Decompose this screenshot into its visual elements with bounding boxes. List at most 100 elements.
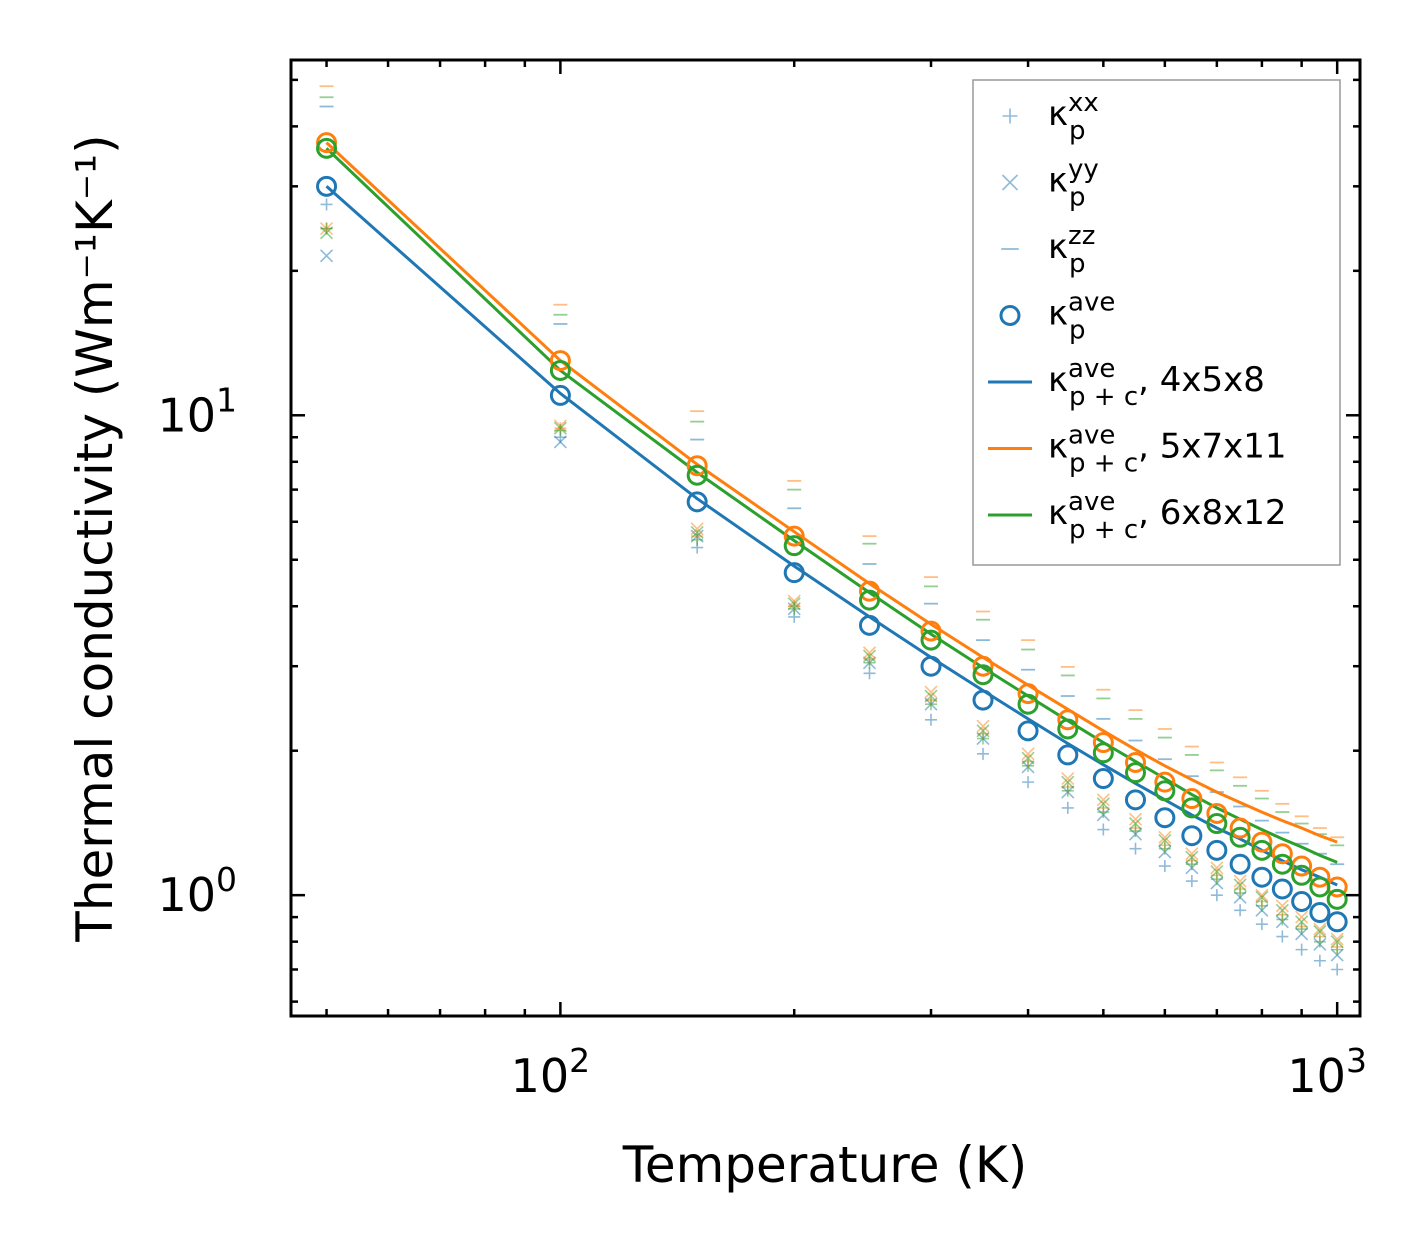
5x7x11-kp-ave-marker-100 (549, 350, 571, 372)
legend-label-line_458: κave p + c, 4x5x8 (1048, 354, 1265, 412)
5x7x11-kp-ave-marker-850 (1271, 843, 1293, 865)
4x5x8-kp-ave-marker-800 (1251, 866, 1273, 888)
6x8x12-kp_xx-marker-400 (1022, 759, 1035, 772)
x-tick-label-1000: 103 (1287, 1041, 1367, 1103)
4x5x8-kp-ave-marker-650 (1181, 825, 1203, 847)
y-tick-label-10: 101 (157, 380, 237, 442)
4x5x8-kp_xx-marker-1000 (1331, 963, 1344, 976)
5x7x11-kp_yy-marker-900 (1295, 910, 1309, 924)
5x7x11-kp_yy-marker-150 (690, 522, 704, 536)
5x7x11-kp-ave-marker-650 (1181, 788, 1203, 810)
5x7x11-kp-ave-marker-700 (1206, 802, 1228, 824)
6x8x12-kp_yy-marker-750 (1233, 878, 1247, 892)
4x5x8-kp-ave-marker-400 (1017, 720, 1039, 742)
6x8x12-kp-ave-marker-1000 (1326, 888, 1348, 910)
5x7x11-kp-ave-marker-350 (972, 655, 994, 677)
4x5x8-kp-ave-marker-850 (1271, 878, 1293, 900)
legend-marker-yy (1001, 174, 1019, 191)
6x8x12-kp-ave-marker-700 (1206, 813, 1228, 835)
4x5x8-kp-ave-marker-250 (858, 614, 880, 636)
plot-frame (289, 58, 1362, 1018)
4x5x8-kp_xx-marker-700 (1210, 889, 1223, 902)
5x7x11-kp_yy-marker-850 (1275, 899, 1289, 913)
legend-frame (972, 79, 1341, 566)
4x5x8-kp_xx-marker-850 (1276, 930, 1289, 943)
6x8x12-kp_yy-marker-150 (690, 525, 704, 539)
4x5x8-kp_xx-marker-600 (1158, 860, 1171, 873)
4x5x8-kp_xx-marker-250 (863, 667, 876, 680)
6x8x12-kp-ave-marker-250 (858, 589, 880, 611)
4x5x8-kp-ave-marker-100 (549, 384, 571, 406)
6x8x12-kp-ave-marker-150 (686, 464, 708, 486)
4x5x8-kp-ave-marker-450 (1057, 744, 1079, 766)
y-axis-label: Thermal conductivity (Wm⁻¹K⁻¹) (66, 134, 124, 942)
4x5x8-kp-ave-marker-150 (686, 491, 708, 513)
5x7x11-kp-ave-marker-150 (686, 455, 708, 477)
6x8x12-kp_yy-marker-850 (1275, 903, 1289, 917)
5x7x11-kp_yy-marker-650 (1185, 847, 1199, 861)
4x5x8-kp_xx-marker-950 (1313, 954, 1326, 967)
6x8x12-kp_xx-marker-1000 (1331, 943, 1344, 956)
6x8x12-kp-ave-marker-500 (1092, 742, 1114, 764)
6x8x12-kp_xx-marker-750 (1234, 887, 1247, 900)
6x8x12-kp_yy-marker-950 (1313, 924, 1327, 939)
4x5x8-kp-ave-marker-300 (920, 655, 942, 677)
4x5x8-kp_xx-marker-300 (925, 713, 938, 726)
4x5x8-kp_xx-marker-500 (1097, 823, 1110, 836)
5x7x11-kp_yy-marker-400 (1021, 747, 1035, 761)
6x8x12-kp_xx-marker-200 (788, 602, 801, 615)
4x5x8-kp-ave-marker-500 (1092, 768, 1114, 790)
x-axis-label: Temperature (K) (622, 1136, 1027, 1194)
5x7x11-kp-ave-marker-750 (1229, 817, 1251, 839)
5x7x11-kp-ave-marker-600 (1154, 771, 1176, 793)
6x8x12-kp_xx-marker-600 (1158, 842, 1171, 855)
4x5x8-kp_xx-marker-450 (1061, 801, 1074, 814)
6x8x12-kp_yy-marker-600 (1158, 833, 1172, 848)
legend-label-zz: κzz p (1048, 221, 1095, 279)
6x8x12-kp-ave-marker-750 (1229, 826, 1251, 848)
6x8x12-kp_yy-marker-700 (1210, 864, 1224, 879)
6x8x12-kp_yy-marker-200 (787, 597, 801, 611)
4x5x8-kp_yy-marker-100 (553, 435, 567, 449)
6x8x12-kp_yy-marker-550 (1128, 816, 1143, 831)
5x7x11-kp_yy-marker-300 (924, 685, 938, 699)
4x5x8-kp_yy-marker-50 (319, 249, 334, 263)
4x5x8-kp-ave-marker-600 (1154, 807, 1176, 829)
5x7x11-kp_yy-marker-1000 (1330, 932, 1344, 946)
6x8x12-kp_xx-marker-150 (691, 533, 704, 546)
6x8x12-kp_yy-marker-300 (924, 689, 938, 703)
legend-label-yy: κyy p (1048, 155, 1099, 213)
6x8x12-kp_xx-marker-950 (1313, 935, 1326, 948)
legend-label-line_5711: κave p + c, 5x7x11 (1048, 421, 1287, 479)
4x5x8-kp-ave-marker-350 (972, 689, 994, 711)
4x5x8-kp_xx-marker-50 (320, 198, 333, 211)
6x8x12-kp_yy-marker-1000 (1330, 935, 1344, 949)
5x7x11-kp_yy-marker-550 (1128, 812, 1143, 826)
4x5x8-kp-ave-marker-750 (1229, 853, 1251, 875)
legend-label-line_6812: κave p + c, 6x8x12 (1048, 487, 1287, 545)
6x8x12-kp_xx-marker-550 (1129, 825, 1142, 838)
4x5x8-kp-ave-marker-900 (1291, 891, 1313, 913)
6x8x12-kp_yy-marker-800 (1255, 890, 1269, 904)
5x7x11-kp-ave-marker-450 (1057, 709, 1079, 731)
6x8x12-kp_xx-marker-450 (1061, 784, 1074, 797)
tick-layer: 102 103 100 101 (157, 60, 1367, 1103)
5x7x11-kp_yy-marker-950 (1313, 922, 1327, 936)
5x7x11-kp_yy-marker-450 (1061, 771, 1075, 786)
6x8x12-kp_yy-marker-500 (1096, 797, 1110, 811)
6x8x12-kp_xx-marker-300 (925, 698, 938, 711)
5x7x11-kp-ave-marker-500 (1092, 732, 1114, 754)
5x7x11-kp_yy-marker-200 (787, 594, 801, 608)
6x8x12-kp_yy-marker-250 (862, 649, 877, 663)
6x8x12-kp-ave-marker-200 (783, 535, 805, 557)
6x8x12-kp_xx-marker-700 (1210, 873, 1223, 886)
6x8x12-kp_xx-marker-850 (1276, 913, 1289, 926)
6x8x12-kp_yy-marker-900 (1295, 915, 1309, 929)
legend-label-ave: κave p (1048, 288, 1115, 346)
6x8x12-kpc-ave-line (325, 147, 1338, 864)
6x8x12-kp_xx-marker-500 (1097, 806, 1110, 819)
6x8x12-kp_yy-marker-650 (1185, 850, 1199, 864)
5x7x11-kp-ave-marker-50 (316, 132, 338, 154)
6x8x12-kp_yy-marker-400 (1021, 751, 1035, 765)
